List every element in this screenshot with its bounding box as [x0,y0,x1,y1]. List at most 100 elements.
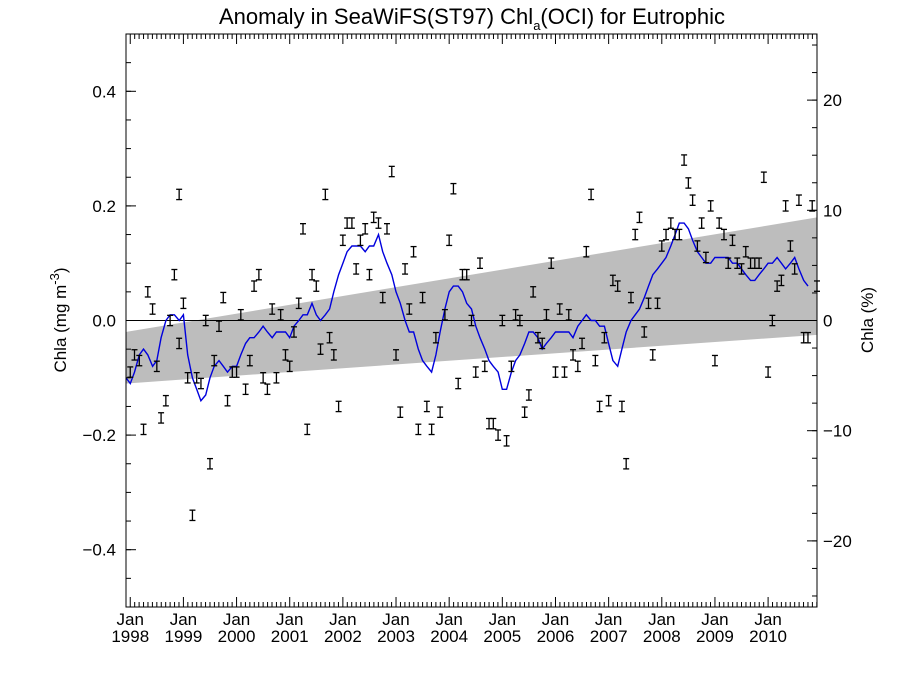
x-tick-year: 1999 [164,627,202,646]
x-tick-month: Jan [382,610,409,629]
data-point [495,429,502,441]
data-point [641,326,648,338]
y-left-tick-label: 0.4 [92,82,116,101]
x-tick-month: Jan [223,610,250,629]
data-point [162,394,169,407]
x-tick-year: 2008 [643,627,681,646]
data-point [711,354,718,367]
data-point [521,406,528,418]
data-point [601,331,608,344]
data-point [211,354,218,367]
data-point [220,291,227,304]
data-point [206,457,213,470]
data-point [782,200,789,212]
data-point [290,326,297,338]
data-point [260,371,267,384]
data-point [286,360,293,373]
data-point [508,360,515,373]
data-point [565,308,572,321]
data-point [795,194,802,206]
x-tick-month: Jan [276,610,303,629]
data-point [685,177,692,189]
data-point [246,354,253,367]
y-right-tick-label: −20 [823,532,852,551]
x-tick-label: Jan 2003 [377,610,415,646]
data-point [702,251,709,264]
data-point [251,280,258,292]
data-point [375,217,382,229]
data-point [530,286,537,298]
x-tick-label: Jan 1999 [164,610,202,646]
x-tick-year: 2007 [590,627,628,646]
data-point [654,297,661,310]
data-point [277,308,284,321]
data-point [335,400,342,413]
data-point [309,268,316,281]
data-point [707,200,714,212]
data-point [623,457,630,470]
data-point [809,200,816,212]
data-point [774,280,781,292]
data-point [171,268,178,281]
data-point [402,263,409,275]
y-right-tick-label: 0 [823,312,832,331]
data-point [450,182,457,195]
data-point [300,223,307,235]
x-tick-month: Jan [117,610,144,629]
data-point [432,331,439,344]
x-tick-month: Jan [435,610,462,629]
data-point [663,228,670,241]
trend-band-layer [126,217,817,384]
data-point [317,343,324,355]
data-point [406,303,413,315]
x-tick-label: Jan 1998 [111,610,149,646]
data-point [468,314,475,327]
data-point [698,217,705,229]
data-point [189,509,196,522]
data-point [636,211,643,224]
data-point [282,349,289,361]
x-tick-year: 2005 [483,627,521,646]
data-point [765,366,772,378]
data-point [592,354,599,367]
data-point [176,337,183,350]
ylabel-left-superscript: -3 [47,273,62,285]
data-point [233,366,240,378]
x-tick-label: Jan 2008 [643,610,681,646]
data-point [388,165,395,178]
data-point [486,417,493,430]
data-point [202,314,209,327]
data-point [516,314,523,327]
data-point [579,337,586,350]
data-point [295,297,302,310]
x-tick-month: Jan [595,610,622,629]
data-point [415,423,422,436]
data-point [804,331,811,344]
data-points-layer [127,154,820,522]
data-point [756,257,763,270]
data-point [216,320,223,333]
data-point [419,291,426,304]
data-point [627,291,634,304]
data-point [273,371,280,384]
data-point [614,280,621,292]
data-point [304,423,311,436]
data-point [158,412,165,424]
data-point [570,349,577,361]
data-point [237,308,244,321]
chart-title: Anomaly in SeaWiFS(ST97) Chla(OCI) for E… [219,4,725,33]
data-point [689,194,696,206]
data-point [681,154,688,166]
data-point [463,268,470,281]
data-point [539,337,546,350]
x-tick-label: Jan 2005 [483,610,521,646]
x-tick-month: Jan [701,610,728,629]
data-point [472,366,479,378]
trend-band [126,217,817,384]
x-tick-label: Jan 2010 [749,610,787,646]
data-point [353,263,360,275]
title-suffix: (OCI) for Eutrophic [540,4,725,29]
data-point [437,406,444,418]
y-axis-label-right: Chla (%) [858,287,877,353]
